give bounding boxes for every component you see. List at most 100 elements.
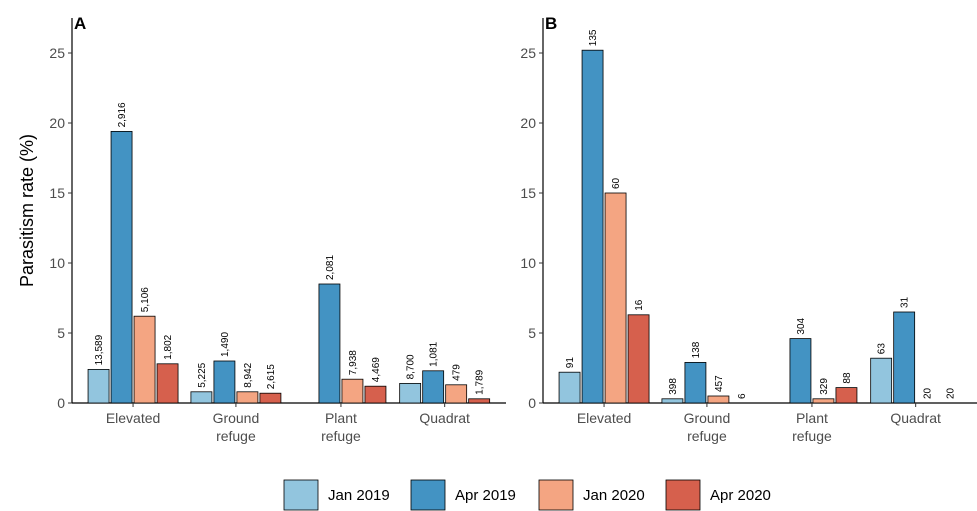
bar (318, 283, 341, 404)
bar (236, 391, 259, 404)
data-label: 398 (668, 378, 679, 395)
x-tick-label: Elevated (106, 410, 160, 426)
legend-key (665, 479, 701, 511)
category-group: 398 138 457 6 (661, 341, 748, 404)
bar (707, 395, 730, 404)
data-label: 60 (611, 177, 622, 189)
x-tick-label: refuge (792, 428, 832, 444)
data-label: 13,589 (94, 334, 105, 365)
bar (156, 363, 179, 404)
panel-a: A Parasitism rate (%) 0 5 10 15 20 25 13,589 2,91… (17, 14, 506, 444)
bar (468, 398, 491, 404)
bar (364, 385, 387, 404)
y-tick-label: 5 (57, 325, 65, 341)
data-label: 16 (634, 299, 645, 311)
data-label: 88 (842, 372, 853, 384)
y-tick-label: 20 (49, 115, 65, 131)
bar (422, 370, 445, 404)
data-label: 7,938 (348, 350, 359, 375)
category-group: 91 135 60 16 (558, 29, 650, 404)
data-label: 91 (565, 357, 576, 369)
x-tick-label: Plant (325, 410, 357, 426)
data-label: 2,081 (325, 255, 336, 280)
data-label: 20 (946, 387, 957, 399)
legend-label: Apr 2020 (710, 487, 771, 504)
data-label: 20 (923, 387, 934, 399)
bar (870, 357, 893, 404)
y-tick-label: 20 (520, 115, 536, 131)
y-tick-label: 0 (528, 395, 536, 411)
category-group: 2,081 7,938 4,469 (318, 255, 387, 404)
y-tick-label: 25 (520, 45, 536, 61)
legend-item: Jan 2019 (283, 479, 390, 511)
bar (259, 392, 282, 404)
legend-key (410, 479, 446, 511)
y-tick-label: 5 (528, 325, 536, 341)
x-tick-label: Quadrat (419, 410, 470, 426)
data-label: 1,081 (429, 341, 440, 366)
legend-label: Apr 2019 (455, 487, 516, 504)
legend-item: Jan 2020 (538, 479, 645, 511)
y-tick-label: 15 (49, 185, 65, 201)
data-label: 4,469 (371, 357, 382, 382)
x-tick-label: Ground (684, 410, 731, 426)
bar (684, 361, 707, 404)
data-label: 457 (714, 375, 725, 392)
x-tick-label: refuge (687, 428, 727, 444)
bar (835, 387, 858, 404)
bar (581, 49, 604, 404)
y-tick-label: 10 (520, 255, 536, 271)
bar (190, 391, 213, 404)
data-label: 479 (452, 364, 463, 381)
y-tick-label: 10 (49, 255, 65, 271)
bar (445, 384, 468, 404)
panel-tag: B (545, 14, 557, 33)
data-label: 1,802 (163, 334, 174, 359)
data-label: 6 (737, 393, 748, 399)
x-tick-label: Quadrat (890, 410, 941, 426)
y-axis-title: Parasitism rate (%) (17, 134, 37, 287)
bar (87, 368, 110, 404)
legend-item: Apr 2020 (665, 479, 771, 511)
data-label: 8,942 (243, 362, 254, 387)
x-tick-label: Plant (796, 410, 828, 426)
bar (604, 192, 627, 404)
data-label: 5,225 (197, 362, 208, 387)
bar (812, 398, 835, 404)
legend-key (283, 479, 319, 511)
data-label: 2,916 (117, 102, 128, 127)
data-label: 304 (796, 317, 807, 334)
data-label: 1,490 (220, 332, 231, 357)
data-label: 138 (691, 341, 702, 358)
data-label: 8,700 (406, 354, 417, 379)
panel-b: B 0 5 10 15 20 25 91 135 60 16 Elevated 398 138 457 6 Gr… (520, 14, 977, 444)
legend-item: Apr 2019 (410, 479, 516, 511)
bar (110, 130, 133, 404)
category-group: 63 31 20 20 (870, 296, 957, 404)
x-tick-label: refuge (321, 428, 361, 444)
bar (627, 314, 650, 404)
y-tick-label: 25 (49, 45, 65, 61)
legend-label: Jan 2019 (328, 487, 390, 504)
data-label: 31 (900, 296, 911, 308)
y-tick-label: 0 (57, 395, 65, 411)
legend: Jan 2019 Apr 2019 Jan 2020 Apr 2020 (283, 479, 771, 511)
legend-label: Jan 2020 (583, 487, 645, 504)
category-group: 304 329 88 (789, 317, 858, 404)
x-tick-label: Ground (213, 410, 260, 426)
data-label: 2,615 (266, 364, 277, 389)
bar (661, 398, 684, 404)
panel-tag: A (74, 14, 86, 33)
category-group: 13,589 2,916 5,106 1,802 (87, 102, 179, 404)
legend-key (538, 479, 574, 511)
data-label: 1,789 (475, 369, 486, 394)
bar (558, 371, 581, 404)
bar (133, 315, 156, 404)
category-group: 5,225 1,490 8,942 2,615 (190, 332, 282, 404)
data-label: 329 (819, 378, 830, 395)
bar (789, 338, 812, 404)
data-label: 5,106 (140, 287, 151, 312)
x-tick-label: refuge (216, 428, 256, 444)
category-group: 8,700 1,081 479 1,789 (399, 341, 491, 404)
